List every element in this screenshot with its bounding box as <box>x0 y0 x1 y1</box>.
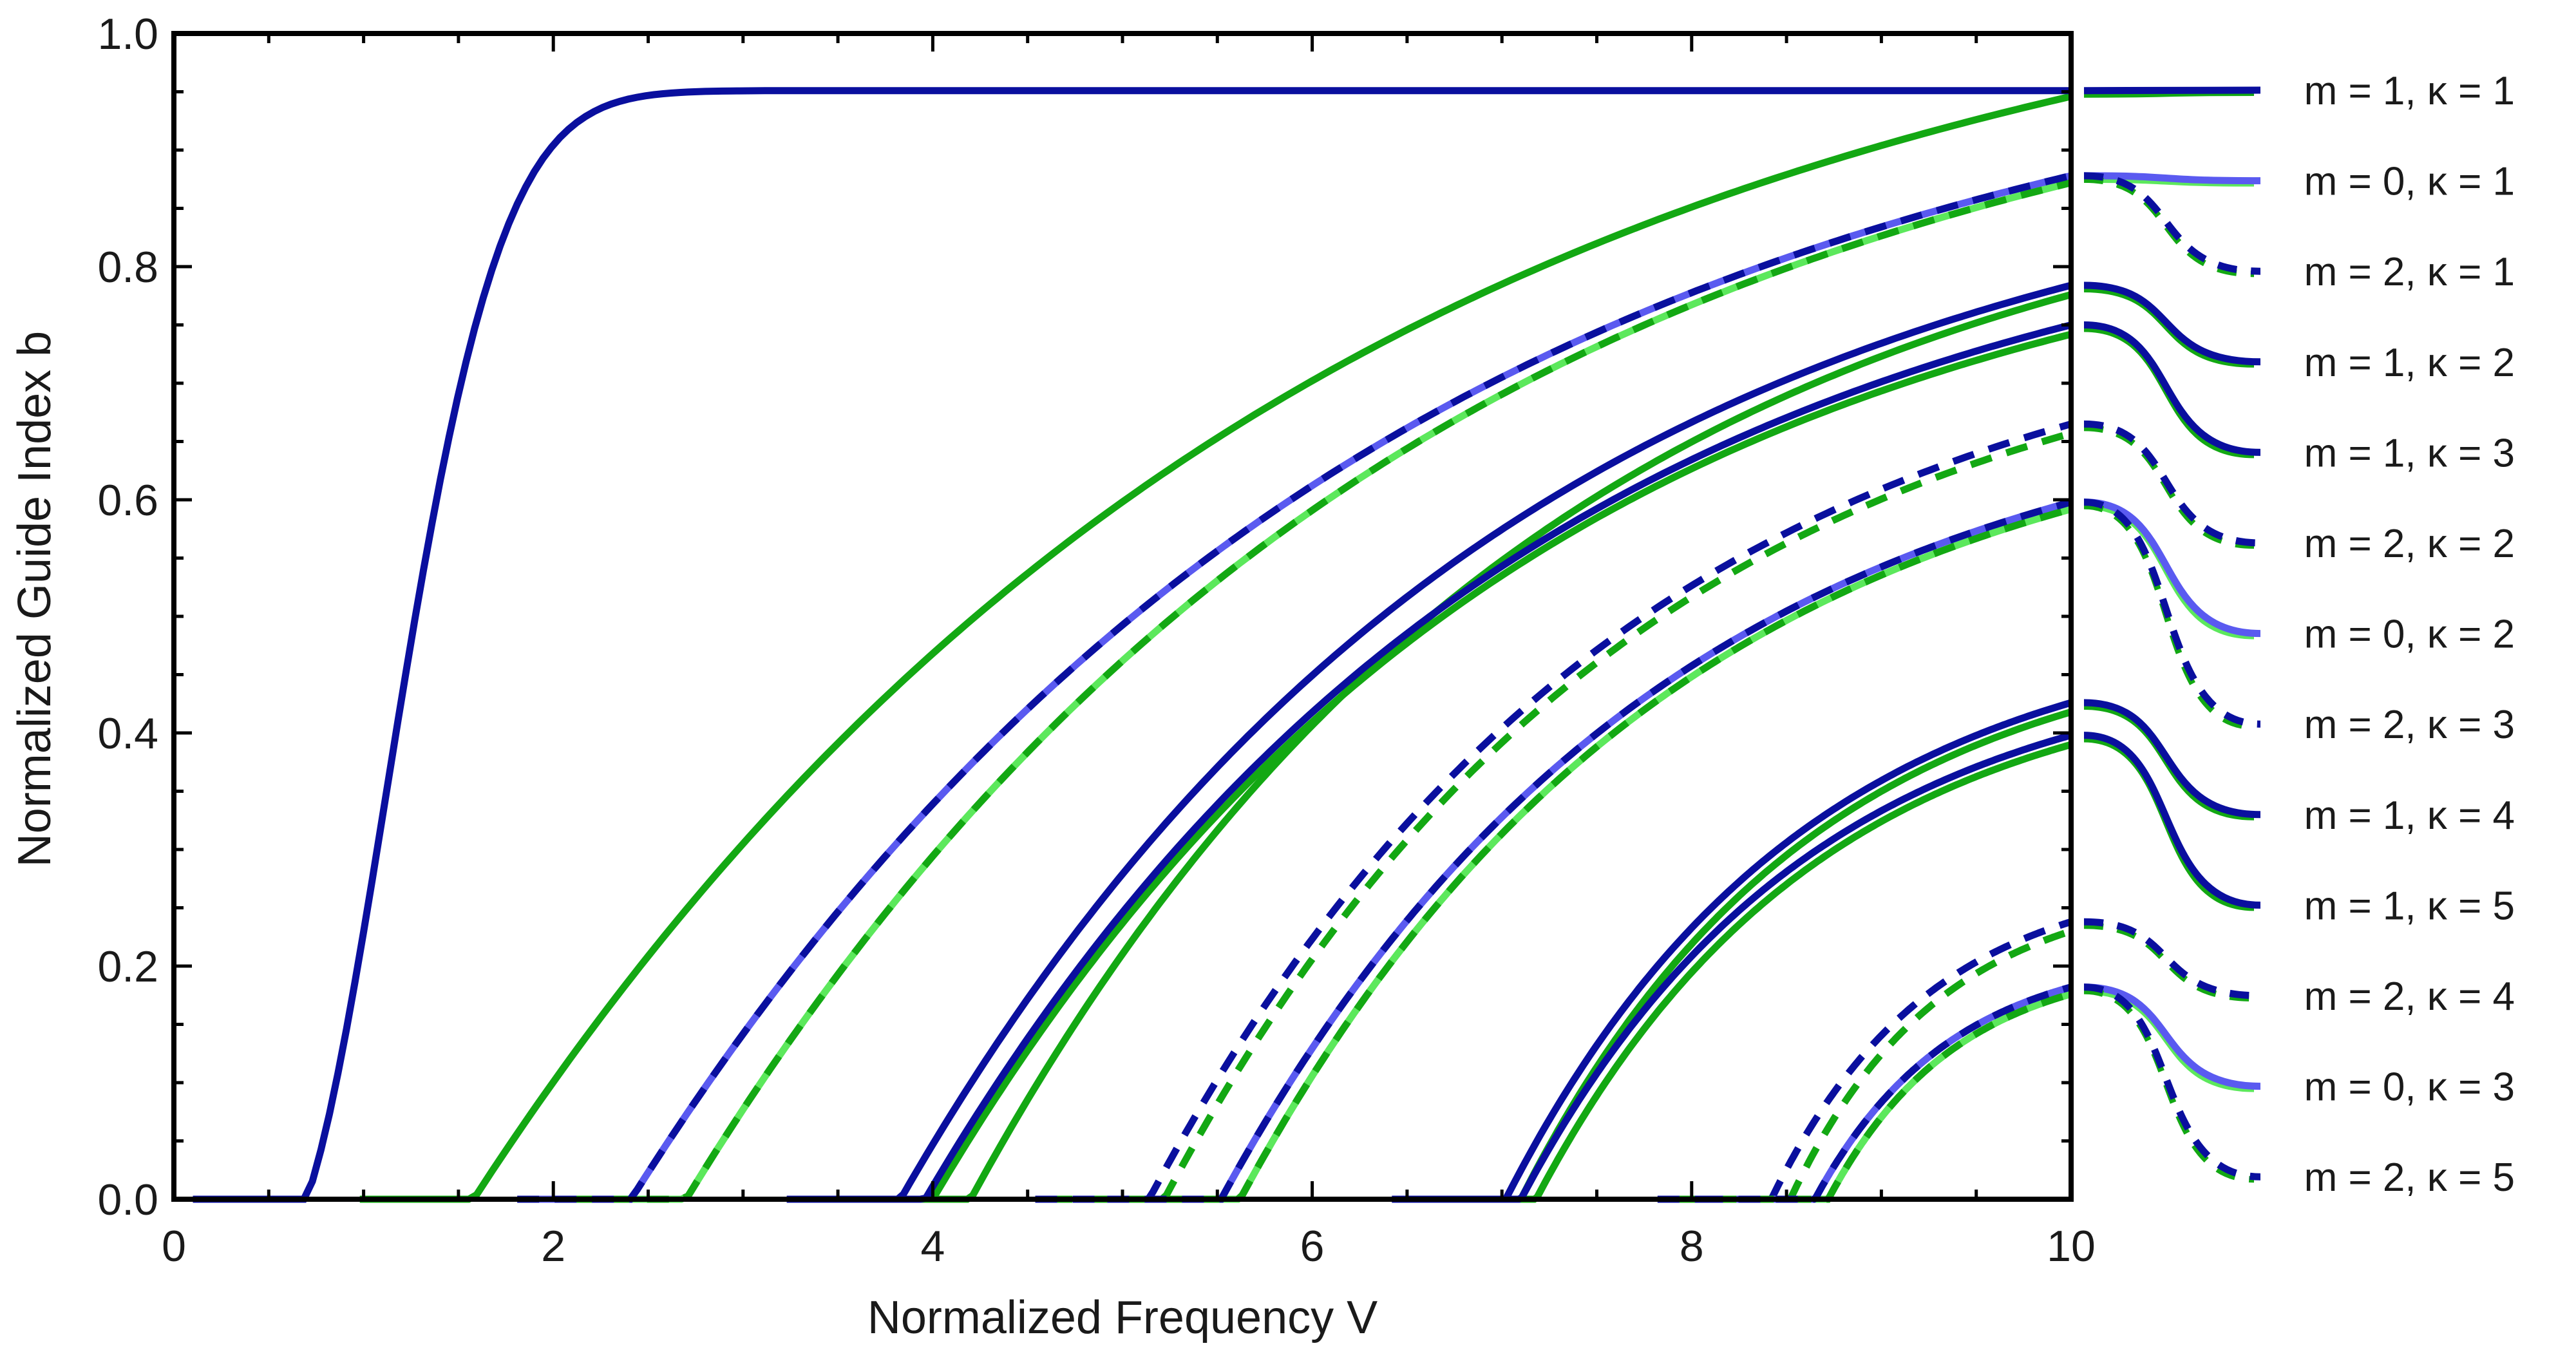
curve-blue-m2-k1 <box>517 172 2072 1203</box>
curve-blue-m1-k3 <box>811 321 2072 1203</box>
curve-blue-m2-k3 <box>1107 498 2072 1203</box>
curve-blue-m2-k4 <box>1657 918 2072 1203</box>
legend-label-m0-k3: m = 0, κ = 3 <box>2304 1065 2515 1110</box>
legend-sample-blue-m2-k5 <box>2083 983 2261 1181</box>
curve-blue-m1-k2 <box>786 281 2072 1203</box>
x-tick-label: 2 <box>541 1222 565 1271</box>
curve-green-m2-k2 <box>1050 430 2072 1203</box>
legend-sample-blue-m0-k2 <box>2083 498 2261 638</box>
legend-sample-blue-m2-k3 <box>2083 498 2261 728</box>
y-tick-label: 0.4 <box>97 709 158 758</box>
legend-label-m2-k4: m = 2, κ = 4 <box>2304 974 2515 1019</box>
legend-sample-blue-m2-k2 <box>2083 420 2261 547</box>
legend-sample-blue-m1-k3 <box>2083 321 2261 456</box>
x-tick-label: 10 <box>2047 1222 2096 1271</box>
legend-label-m2-k2: m = 2, κ = 2 <box>2304 522 2515 566</box>
legend-label-m2-k3: m = 2, κ = 3 <box>2304 703 2515 747</box>
curve-green-m1-k1 <box>359 93 2072 1203</box>
axis-tick-labels: 0 2 4 6 8 10 0.0 0.2 0.4 0.6 0.8 1.0 <box>97 10 2095 1271</box>
y-tick-label: 0.6 <box>97 476 158 525</box>
legend-label-m2-k1: m = 2, κ = 1 <box>2304 250 2515 294</box>
legend-label-m1-k4: m = 1, κ = 4 <box>2304 793 2515 838</box>
legend-sample-blue-m0-k1 <box>2083 172 2261 185</box>
legend-sample-blue-m0-k3 <box>2083 983 2261 1090</box>
legend-label-m0-k2: m = 0, κ = 2 <box>2304 612 2515 657</box>
legend-label-m0-k1: m = 0, κ = 1 <box>2304 160 2515 204</box>
y-tick-label: 0.2 <box>97 942 158 991</box>
curve-blue-m2-k5 <box>1701 983 2072 1203</box>
legend-connectors <box>2083 86 2261 1183</box>
legend-sample-blue-m1-k2 <box>2083 281 2261 366</box>
legend-label-m1-k5: m = 1, κ = 5 <box>2304 884 2515 928</box>
legend-sample-blue-m2-k1 <box>2083 172 2261 275</box>
legend-sample-blue-m1-k1 <box>2083 86 2261 95</box>
curve-green-m2-k1 <box>572 179 2072 1203</box>
y-tick-label: 0.8 <box>97 243 158 292</box>
mode-curves <box>193 87 2072 1203</box>
axis-ticks <box>172 32 2073 1201</box>
y-tick-label: 0.0 <box>97 1175 158 1224</box>
legend: m = 1, κ = 1 m = 0, κ = 1 m = 2, κ = 1 m = … <box>2304 69 2515 1200</box>
y-tick-label: 1.0 <box>97 10 158 59</box>
curve-green-m2-k4 <box>1676 927 2072 1203</box>
legend-sample-green-m2-k1 <box>2083 176 2255 278</box>
legend-label-m2-k5: m = 2, κ = 5 <box>2304 1155 2515 1200</box>
x-tick-label: 4 <box>920 1222 945 1271</box>
legend-sample-blue-m1-k4 <box>2083 699 2261 819</box>
x-axis-title: Normalized Frequency V <box>867 1292 1378 1343</box>
curve-green-m2-k5 <box>1714 991 2072 1203</box>
curve-green-m1-k3 <box>819 330 2072 1203</box>
curve-blue-m1-k1 <box>193 87 2071 1203</box>
x-tick-label: 0 <box>162 1222 186 1271</box>
legend-label-m1-k2: m = 1, κ = 2 <box>2304 341 2515 385</box>
legend-label-m1-k3: m = 1, κ = 3 <box>2304 431 2515 475</box>
legend-label-m1-k1: m = 1, κ = 1 <box>2304 69 2515 113</box>
legend-sample-blue-m1-k5 <box>2083 732 2261 909</box>
x-tick-label: 8 <box>1680 1222 1704 1271</box>
x-tick-label: 6 <box>1300 1222 1325 1271</box>
curve-green-m2-k3 <box>1126 506 2072 1203</box>
y-axis-title: Normalized Guide Index b <box>9 331 61 867</box>
curve-blue-m2-k2 <box>1035 421 2072 1203</box>
